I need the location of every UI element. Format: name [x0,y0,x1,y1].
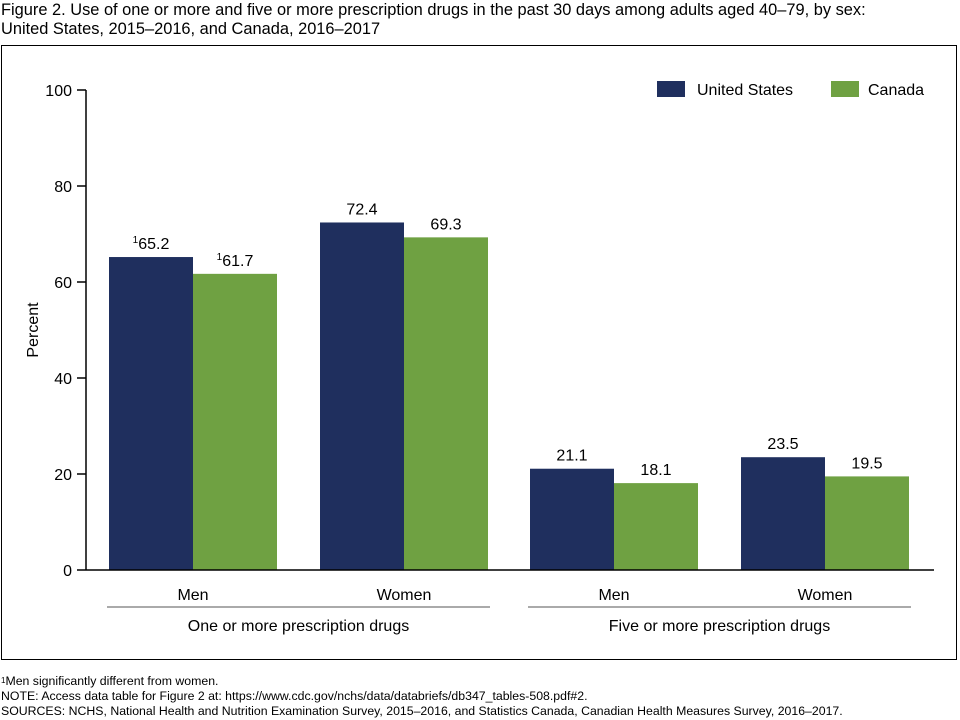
footnote-text: Men significantly different from women. [5,674,219,688]
legend-label: United States [697,82,793,99]
bar-us [109,257,193,570]
footnote: 1Men significantly different from women. [1,674,843,689]
y-tick-label: 40 [54,371,72,388]
bar-value-label: 19.5 [851,455,882,472]
bar-value-label: 161.7 [217,252,254,270]
category-label: Men [177,587,208,604]
category-label: Men [598,587,629,604]
notes-section: 1Men significantly different from women.… [1,674,843,719]
bar-canada [614,483,698,570]
group-label: Five or more prescription drugs [609,618,830,635]
bar-us [530,468,614,570]
y-tick-label: 20 [54,467,72,484]
bar-canada [404,237,488,571]
legend-swatch-us [657,81,685,97]
bar-value-label: 18.1 [640,462,671,479]
value-text: 61.7 [222,253,253,270]
y-tick-label: 80 [54,179,72,196]
bar-canada [193,273,277,570]
footnote-marker: 1 [133,235,139,246]
bar-value-label: 72.4 [346,201,377,218]
figure-title-line-2: United States, 2015–2016, and Canada, 20… [1,20,381,38]
sources-text: SOURCES: NCHS, National Health and Nutri… [1,704,843,718]
footnote-marker: 1 [217,252,223,263]
note-text: NOTE: Access data table for Figure 2 at:… [1,689,588,703]
bar-value-label: 165.2 [133,235,170,253]
y-axis-label: Percent [25,302,42,358]
y-tick-label: 0 [63,563,72,580]
bar-value-label: 23.5 [767,436,798,453]
bar-chart: 020406080100Percent165.2161.7Men72.469.3… [25,81,934,635]
bar-us [320,222,404,571]
y-tick-label: 100 [45,83,72,100]
footnote-marker: 1 [1,676,6,685]
bar-value-label: 69.3 [430,216,461,233]
bar-value-label: 21.1 [556,448,587,465]
category-label: Women [377,587,432,604]
chart-frame [1,45,957,660]
y-tick-label: 60 [54,275,72,292]
category-label: Women [798,587,853,604]
bar-us [741,457,825,570]
group-label: One or more prescription drugs [188,618,409,635]
value-text: 65.2 [138,236,169,253]
bar-canada [825,476,909,570]
legend-swatch-canada [831,81,859,97]
figure-title: Figure 2. Use of one or more and five or… [1,1,959,39]
legend-label: Canada [868,82,924,99]
figure-title-line-1: Figure 2. Use of one or more and five or… [1,1,866,19]
